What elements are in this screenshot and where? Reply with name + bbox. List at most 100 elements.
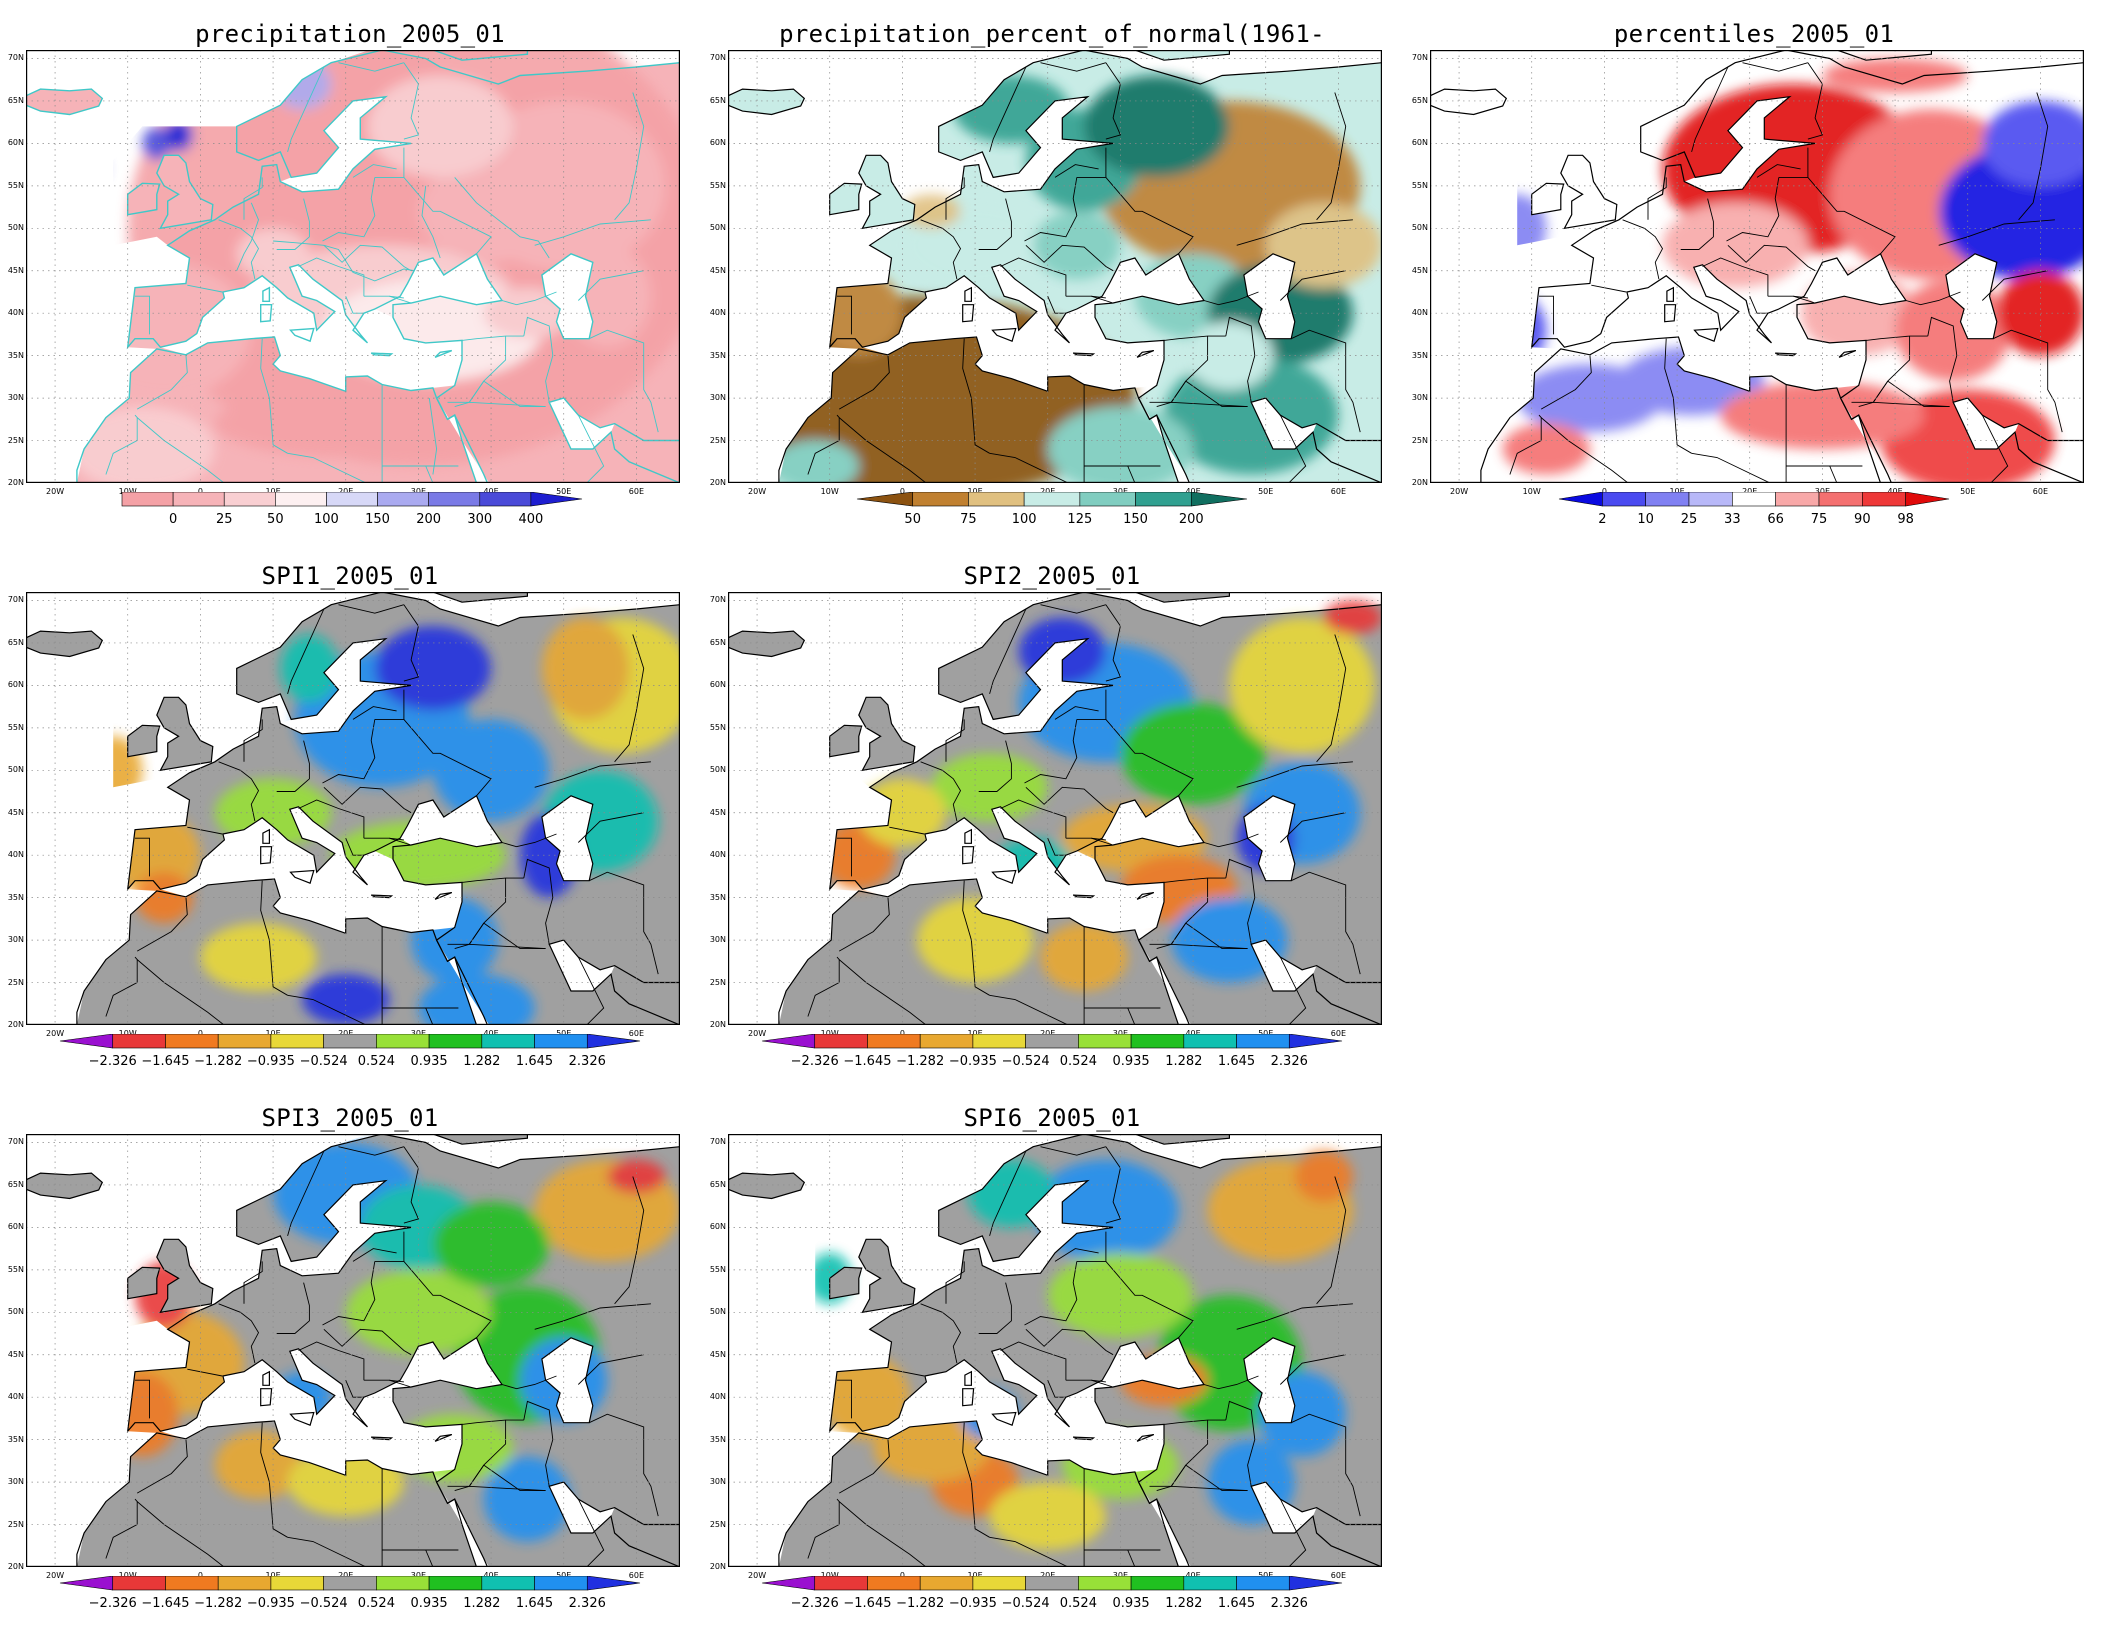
lat-tick-label: 30N [709, 1477, 726, 1487]
colorbar-swatch [481, 1576, 535, 1591]
colorbar-label: 200 [1178, 512, 1204, 527]
colorbar-label: −1.282 [896, 1054, 945, 1069]
lon-tick-label: 40E [1185, 487, 1201, 496]
lon-tick-label: 10W [820, 1029, 839, 1038]
lon-tick-label: 10E [1669, 487, 1685, 496]
colorbar-label: −0.524 [299, 1596, 348, 1611]
colorbar-label: 25 [215, 512, 233, 527]
colorbar-swatch [968, 492, 1025, 507]
lat-tick-label: 20N [7, 1562, 24, 1571]
lat-tick-label: 70N [7, 1137, 24, 1147]
colorbar-label: 2 [1598, 512, 1607, 527]
colorbar-label: 0.935 [410, 1596, 448, 1611]
colorbar-label: 100 [1011, 512, 1037, 527]
panel-spi1: SPI1_2005_01 70N 65N 60N 55N 50N 45N 40N 35N 30N… [0, 562, 700, 1102]
colorbar-swatch [481, 1034, 535, 1049]
colorbar-label: 0.524 [1059, 1596, 1097, 1611]
colorbar-label: 50 [904, 512, 921, 527]
lat-tick-label: 55N [1411, 180, 1428, 190]
colorbar-label: −1.282 [194, 1054, 243, 1069]
map-plot: 70N 65N 60N 55N 50N 45N 40N 35N 30N 25N 20N 20W 10W 0… [8, 50, 680, 496]
lon-tick-label: 30E [1112, 1029, 1128, 1038]
colorbar-swatches [59, 1576, 641, 1591]
lat-tick-label: 30N [709, 393, 726, 403]
colorbar-swatch [1183, 1576, 1237, 1591]
colorbar-label: −2.326 [88, 1054, 137, 1069]
colorbar-swatch [1078, 1576, 1132, 1591]
colorbar-label: 25 [1680, 512, 1698, 527]
colorbar-swatch [1862, 492, 1906, 507]
colorbar-label: 2.326 [568, 1596, 606, 1611]
colorbar-swatch [1135, 492, 1192, 507]
lon-tick-label: 20E [338, 1571, 354, 1580]
lat-tick-label: 70N [1411, 53, 1428, 63]
lat-tick-label: 50N [1411, 223, 1428, 233]
colorbar-label: 66 [1767, 512, 1784, 527]
lon-tick-label: 0 [197, 487, 203, 496]
field-blob [1662, 202, 1808, 288]
lon-tick-label: 40E [1887, 487, 1903, 496]
colorbar-swatch [856, 492, 914, 507]
colorbar-swatch [814, 1576, 868, 1591]
lat-tick-label: 25N [1411, 435, 1428, 445]
map-plot: 70N 65N 60N 55N 50N 45N 40N 35N 30N 25N 20N 20W 10W 0… [710, 1134, 1382, 1580]
lon-tick-label: 10W [118, 1029, 137, 1038]
colorbar-label: −2.326 [790, 1054, 839, 1069]
colorbar-swatch [1025, 1576, 1079, 1591]
colorbar-label: −1.645 [141, 1596, 190, 1611]
map-canvas [728, 592, 1382, 1025]
colorbar-swatch [1130, 1034, 1185, 1049]
colorbar-swatch [814, 1034, 868, 1049]
lat-tick-label: 50N [709, 765, 726, 775]
lon-tick-label: 20W [46, 487, 65, 496]
lat-tick-label: 30N [1411, 393, 1428, 403]
colorbar-swatch [217, 1576, 272, 1591]
colorbar-swatch [1078, 1034, 1132, 1049]
field-blob [989, 1482, 1106, 1551]
field-blob [418, 974, 535, 1025]
colorbar-swatch [112, 1576, 166, 1591]
colorbar-swatches [856, 492, 1248, 507]
map-plot: 70N 65N 60N 55N 50N 45N 40N 35N 30N 25N 20N 20W 10W 0… [8, 1134, 680, 1580]
colorbar: 2 10 25 33 66 75 90 98 [1404, 492, 2104, 552]
colorbar-swatch [376, 1576, 430, 1591]
colorbar-swatch [172, 492, 225, 507]
lat-tick-label: 55N [709, 722, 726, 732]
colorbar-swatches [761, 1034, 1343, 1049]
lon-tick-label: 10W [118, 1571, 137, 1580]
lon-tick-label: 0 [1601, 487, 1607, 496]
lat-tick-label: 60N [7, 680, 24, 690]
colorbar-swatch [912, 492, 969, 507]
lon-tick-label: 40E [483, 1571, 499, 1580]
colorbar-swatch [165, 1034, 219, 1049]
colorbar-swatch [377, 492, 429, 507]
colorbar-label: −1.645 [843, 1596, 892, 1611]
lat-tick-label: 60N [1411, 138, 1428, 148]
colorbar-swatch [59, 1576, 114, 1591]
lat-tick-label: 35N [7, 892, 24, 902]
lat-tick-label: 20N [709, 478, 726, 487]
panel-percent-of-normal: precipitation_percent_of_normal(1961-199… [702, 20, 1402, 560]
lon-tick-label: 60E [2032, 487, 2048, 496]
colorbar-label: 98 [1897, 512, 1914, 527]
field-blob [483, 1456, 571, 1542]
lon-tick-label: 10E [265, 487, 281, 496]
lon-tick-label: 20E [338, 1029, 354, 1038]
colorbar-label: 150 [1123, 512, 1148, 527]
colorbar-swatch [270, 1576, 324, 1591]
map-canvas [728, 1134, 1382, 1567]
colorbar-label: 300 [467, 512, 493, 527]
colorbar-swatch [376, 1034, 430, 1049]
colorbar-swatch [919, 1576, 974, 1591]
lat-tick-label: 20N [709, 1562, 726, 1571]
field-blob [1996, 270, 2084, 356]
colorbar-label: 1.645 [515, 1596, 554, 1611]
colorbar-swatch [1688, 492, 1733, 507]
field-blob [200, 923, 317, 992]
colorbar-swatch [761, 1576, 816, 1591]
map-canvas [26, 1134, 680, 1567]
colorbar-swatches [1558, 492, 1950, 507]
lon-tick-label: 20E [1040, 487, 1056, 496]
colorbar-swatch [1236, 1576, 1290, 1591]
colorbar-swatch [530, 492, 583, 507]
